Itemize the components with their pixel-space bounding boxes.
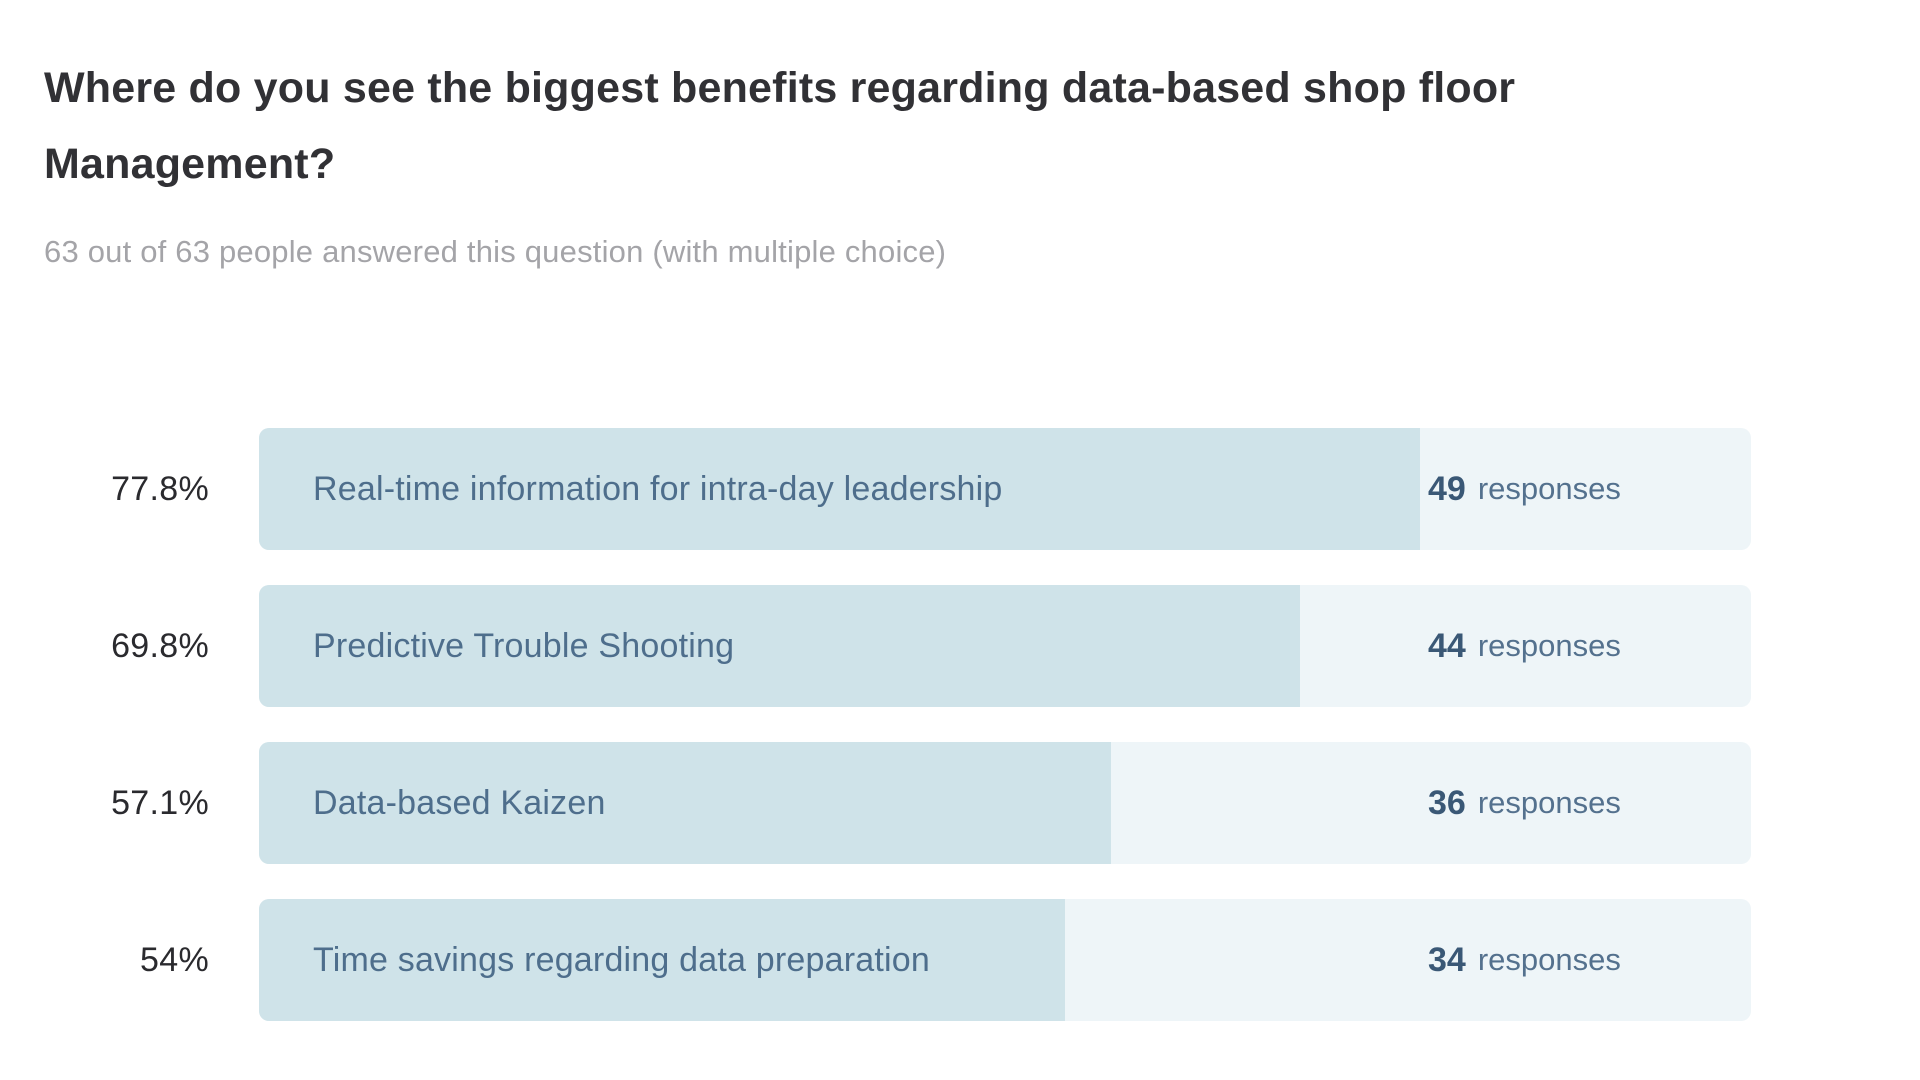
bar-fill [259, 428, 1420, 550]
bar-fill [259, 899, 1065, 1021]
bar-track: Time savings regarding data preparation … [259, 899, 1751, 1021]
bar-fill [259, 742, 1111, 864]
bar-category-label: Real-time information for intra-day lead… [313, 469, 1003, 508]
bar-category-label: Predictive Trouble Shooting [313, 626, 735, 665]
response-count: 49 [1428, 469, 1466, 508]
chart-row: 69.8% Predictive Trouble Shooting 44 res… [44, 585, 1920, 707]
bar-track: Real-time information for intra-day lead… [259, 428, 1751, 550]
response-word: responses [1477, 471, 1621, 506]
answer-count-subtitle: 63 out of 63 people answered this questi… [44, 234, 947, 269]
bar-chart: 77.8% Real-time information for intra-da… [44, 428, 1920, 1021]
bar-category-label: Time savings regarding data preparation [313, 940, 930, 979]
bar-category-label: Data-based Kaizen [313, 783, 606, 822]
response-word: responses [1477, 785, 1621, 820]
bar-track: Predictive Trouble Shooting 44 responses [259, 585, 1751, 707]
survey-results-page: Where do you see the biggest benefits re… [44, 50, 1920, 1021]
responses-label: 44 responses [1428, 585, 1621, 707]
percent-label: 69.8% [111, 626, 209, 665]
response-count: 34 [1428, 940, 1466, 979]
chart-row: 77.8% Real-time information for intra-da… [44, 428, 1920, 550]
bar-track: Data-based Kaizen 36 responses [259, 742, 1751, 864]
response-count: 44 [1428, 626, 1466, 665]
responses-label: 49 responses [1428, 428, 1621, 550]
responses-label: 34 responses [1428, 899, 1621, 1021]
chart-row: 57.1% Data-based Kaizen 36 responses [44, 742, 1920, 864]
percent-label: 57.1% [111, 783, 209, 822]
response-word: responses [1477, 628, 1621, 663]
response-count: 36 [1428, 783, 1466, 822]
response-word: responses [1477, 942, 1621, 977]
page-title-line-2: Management? [44, 140, 336, 188]
responses-label: 36 responses [1428, 742, 1621, 864]
page-title-line-1: Where do you see the biggest benefits re… [44, 64, 1516, 112]
percent-label: 54% [140, 940, 209, 979]
page-title: Where do you see the biggest benefits re… [44, 50, 1920, 202]
percent-label: 77.8% [111, 469, 209, 508]
bar-fill [259, 585, 1301, 707]
chart-row: 54% Time savings regarding data preparat… [44, 899, 1920, 1021]
